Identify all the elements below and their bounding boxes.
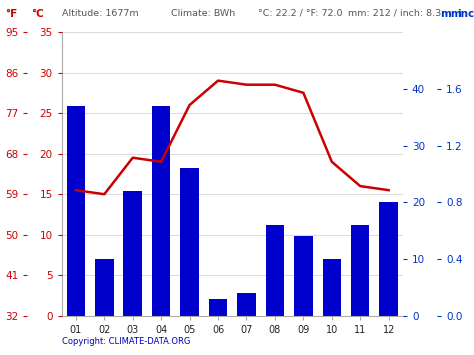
Bar [237,293,255,316]
Text: °C: 22.2 / °F: 72.0: °C: 22.2 / °F: 72.0 [258,9,343,18]
Bar [351,225,369,316]
Text: mm: mm [440,9,462,19]
Bar [209,299,227,316]
Bar [95,259,113,316]
Text: °F: °F [5,9,17,19]
Text: inch: inch [457,9,474,19]
Bar [180,168,199,316]
Text: mm: 212 / inch: 8.3: mm: 212 / inch: 8.3 [348,9,442,18]
Bar [265,225,284,316]
Text: °C: °C [31,9,44,19]
Text: Climate: BWh: Climate: BWh [171,9,235,18]
Bar [294,236,312,316]
Bar [152,106,170,316]
Bar [123,191,142,316]
Bar [379,202,398,316]
Bar [322,259,341,316]
Bar [66,106,85,316]
Text: Altitude: 1677m: Altitude: 1677m [62,9,138,18]
Text: Copyright: CLIMATE-DATA.ORG: Copyright: CLIMATE-DATA.ORG [62,337,190,346]
